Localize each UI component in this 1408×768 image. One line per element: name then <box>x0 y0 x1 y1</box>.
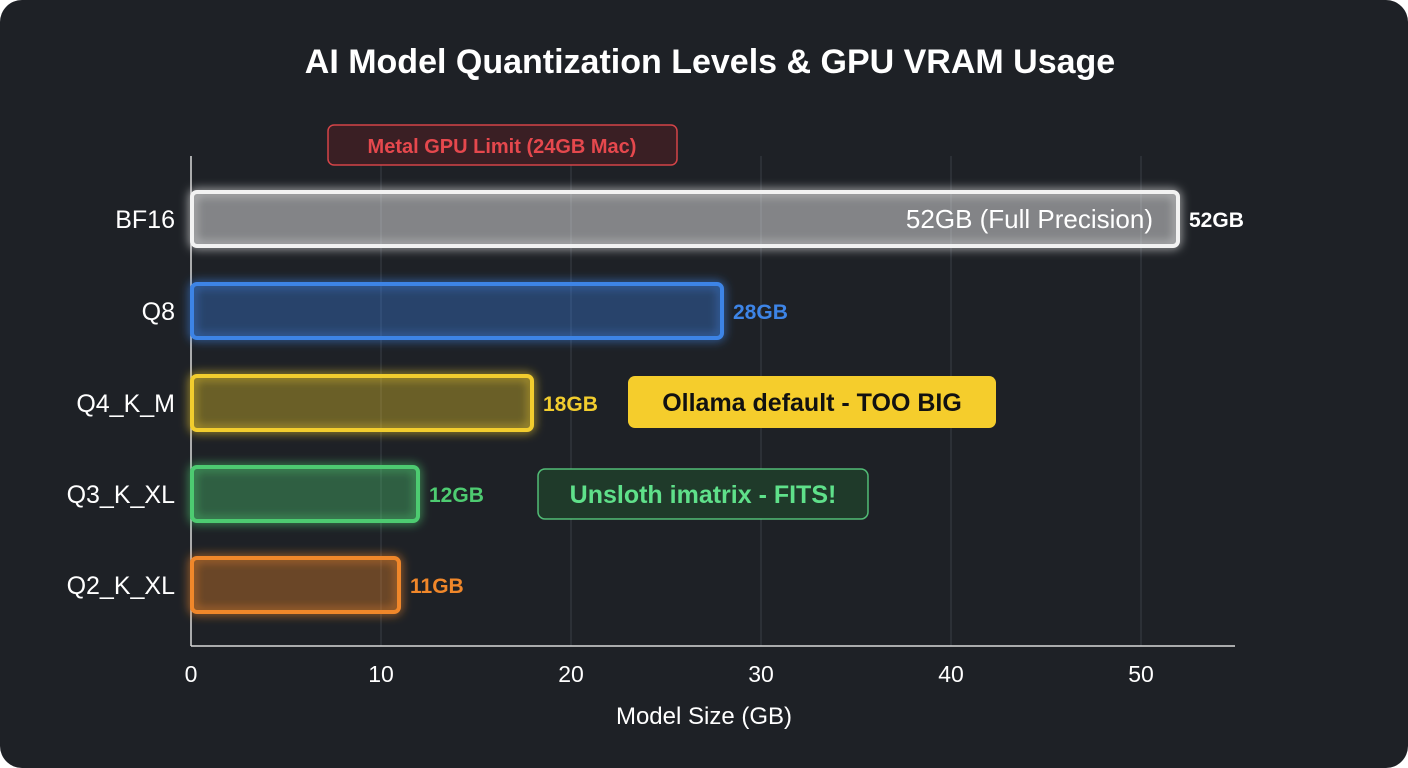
bar-q3-k-xl <box>190 465 420 523</box>
x-tick-label: 10 <box>368 661 394 687</box>
x-tick-label: 0 <box>185 661 198 687</box>
value-label-bf16: 52GB <box>1189 209 1244 232</box>
annotation-box-q4-k-m <box>628 376 996 428</box>
reference-line-layer: Metal GPU Limit (24GB Mac) <box>327 124 678 646</box>
x-tick-label: 50 <box>1128 661 1154 687</box>
bars-layer <box>190 190 1180 614</box>
bar-q8 <box>190 282 724 340</box>
gpu-limit-label: Metal GPU Limit (24GB Mac) <box>368 136 637 158</box>
x-tick-label: 30 <box>748 661 774 687</box>
category-label-q3-k-xl: Q3_K_XL <box>67 481 176 509</box>
x-tick-label: 20 <box>558 661 584 687</box>
bar-q4-k-m <box>190 374 534 432</box>
value-label-q3-k-xl: 12GB <box>429 484 484 507</box>
category-label-q2-k-xl: Q2_K_XL <box>67 572 176 600</box>
bar-q2-k-xl <box>190 556 401 614</box>
labels-layer: 52GB 52GB (Full Precision) 28GB 18GB 12GB 11G… <box>410 204 1244 598</box>
value-label-q2-k-xl: 11GB <box>410 575 464 598</box>
x-tick-label: 40 <box>938 661 964 687</box>
x-axis-title: Model Size (GB) <box>616 703 792 730</box>
value-label-q4-k-m: 18GB <box>543 393 598 416</box>
inner-label-bf16: 52GB (Full Precision) <box>906 204 1153 234</box>
bar-bf16 <box>190 190 1180 248</box>
chart-title: AI Model Quantization Levels & GPU VRAM … <box>305 43 1115 81</box>
annotation-text-q4-k-m: Ollama default - TOO BIG <box>662 389 962 417</box>
gpu-limit-label-box <box>327 124 678 166</box>
category-label-q8: Q8 <box>142 298 175 326</box>
category-label-bf16: BF16 <box>115 206 175 234</box>
annotation-text-q3-k-xl: Unsloth imatrix - FITS! <box>570 481 837 509</box>
value-label-q8: 28GB <box>733 301 788 324</box>
annotation-box-q3-k-xl <box>537 468 869 520</box>
category-label-q4-k-m: Q4_K_M <box>76 390 175 418</box>
